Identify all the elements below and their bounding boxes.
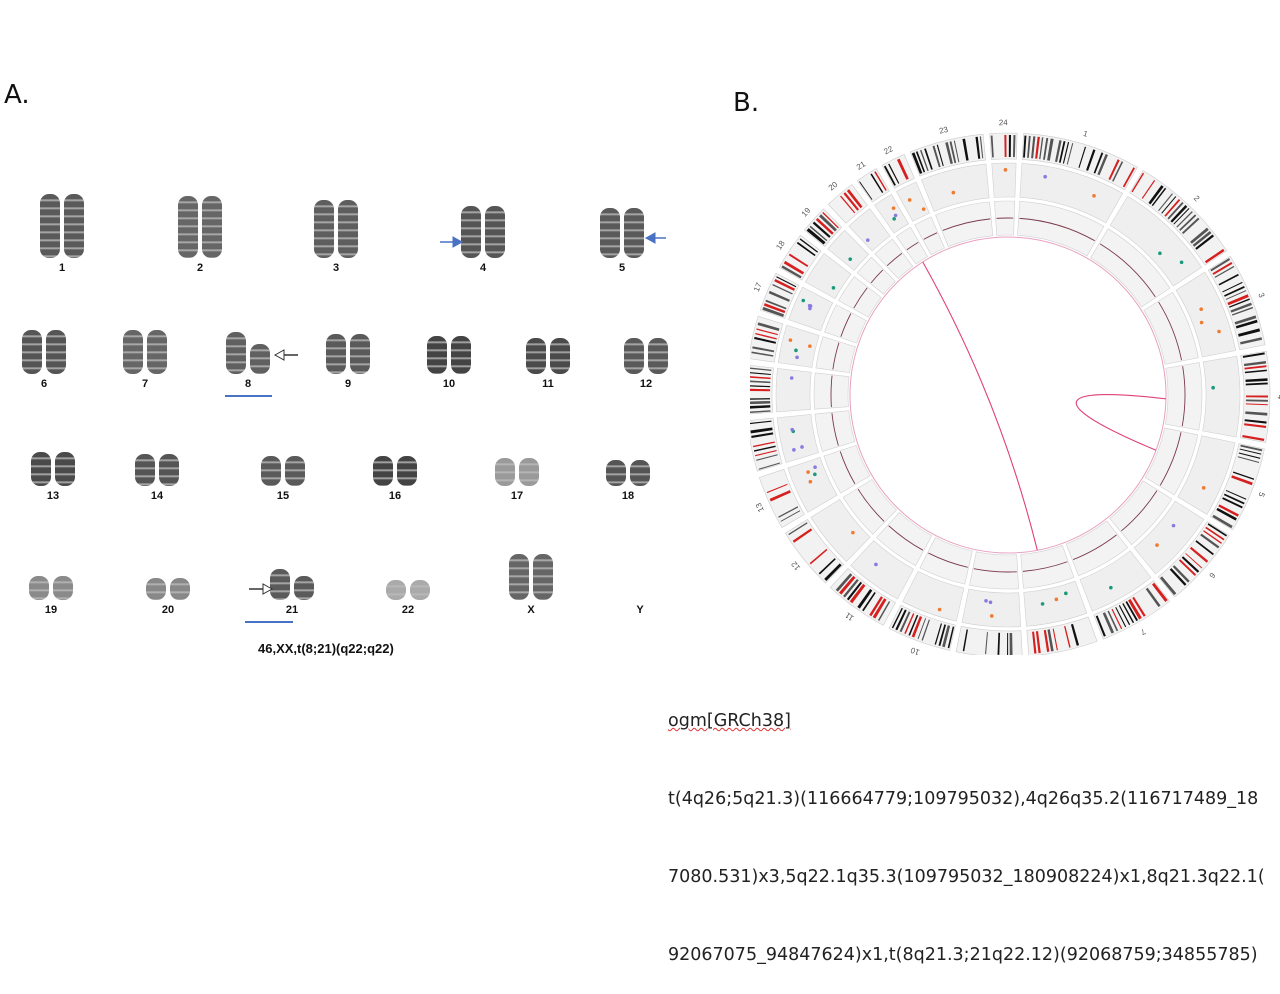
sv-dot <box>866 238 870 242</box>
sv-dot <box>908 198 912 202</box>
sv-dot <box>790 376 794 380</box>
track-dots-chr-4 <box>1203 356 1240 437</box>
sv-dot <box>892 217 896 221</box>
sv-dot <box>1064 592 1068 596</box>
band <box>1007 633 1008 655</box>
sv-dot <box>795 356 799 360</box>
sv-dot <box>990 614 994 618</box>
circos-label-23: 23 <box>938 125 949 136</box>
sv-dot <box>790 428 794 432</box>
track-dots-chr-16 <box>778 325 819 367</box>
track-cn-chr-9 <box>970 552 1019 589</box>
sv-dot <box>808 307 812 311</box>
circos-label-12: 12 <box>789 559 802 572</box>
ogm-line-1: ogm[GRCh38] <box>668 711 791 731</box>
sv-dot <box>848 257 852 261</box>
sv-dot <box>1217 330 1221 334</box>
sv-dot <box>1092 194 1096 198</box>
sv-dot <box>1004 168 1008 172</box>
sv-dot <box>1109 586 1113 590</box>
track-dots-chr-9 <box>962 589 1021 627</box>
band <box>1004 135 1006 157</box>
sv-dot <box>1199 307 1203 311</box>
sv-dot <box>851 531 855 535</box>
sv-dot <box>813 465 817 469</box>
sv-dot <box>1041 602 1045 606</box>
ogm-notation: ogm[GRCh38] t(4q26;5q21.3)(116664779;109… <box>668 656 1268 994</box>
arrow-chr4 <box>440 237 462 247</box>
sv-dot <box>984 599 988 603</box>
sv-dot <box>792 448 796 452</box>
circos-label-5: 5 <box>1256 491 1266 499</box>
arrow-chr5 <box>646 233 666 243</box>
circos-label-7: 7 <box>1138 627 1147 637</box>
sv-dot <box>1180 261 1184 265</box>
sv-dot <box>1202 486 1206 490</box>
sv-dot <box>801 299 805 303</box>
sv-dot <box>1043 175 1047 179</box>
circos-label-22: 22 <box>882 144 894 156</box>
karyotype-caption: 46,XX,t(8;21)(q22;q22) <box>258 641 394 656</box>
circos-label-17: 17 <box>752 281 764 293</box>
circos-label-21: 21 <box>855 159 868 172</box>
track-dots-chr-15 <box>776 368 811 412</box>
sv-dot <box>832 286 836 290</box>
circos-label-2: 2 <box>1192 194 1202 204</box>
sv-dot <box>1172 524 1176 528</box>
band <box>1009 135 1011 157</box>
circos-label-24: 24 <box>999 118 1009 127</box>
sv-dot <box>1211 386 1215 390</box>
sv-dot <box>1055 598 1059 602</box>
sv-dot <box>800 445 804 449</box>
band <box>1010 633 1013 655</box>
ogm-line-2: t(4q26;5q21.3)(116664779;109795032),4q26… <box>668 786 1268 812</box>
circos-label-18: 18 <box>774 239 787 252</box>
track-dots-chr-14 <box>777 414 818 462</box>
band <box>1246 396 1268 398</box>
sv-dot <box>806 470 810 474</box>
arrow-chr21 <box>249 584 272 594</box>
sv-dot <box>938 608 942 612</box>
sv-dot <box>922 207 926 211</box>
sv-dot <box>989 600 993 604</box>
circos-label-1: 1 <box>1082 129 1089 139</box>
arrow-chr8 <box>275 350 298 360</box>
sv-dot <box>1155 543 1159 547</box>
sv-dot <box>789 338 793 342</box>
sv-dot <box>808 344 812 348</box>
sv-dot <box>894 214 898 218</box>
underline-chr8 <box>225 395 272 397</box>
circos-plot: 123456789101112131415161718192021222324 <box>750 105 1280 655</box>
sv-dot <box>1200 321 1204 325</box>
ogm-line-4: 92067075_94847624)x1,t(8q21.3;21q22.12)(… <box>668 942 1268 968</box>
track-dots-chr-24 <box>992 163 1016 197</box>
underline-chr21 <box>245 621 293 623</box>
circos-label-20: 20 <box>827 179 840 192</box>
circos-label-3: 3 <box>1256 291 1266 299</box>
ogm-line-3: 7080.531)x3,5q22.1q35.3(109795032_180908… <box>668 864 1268 890</box>
circos-label-4: 4 <box>1276 395 1280 400</box>
track-dots-chr-8 <box>1024 581 1087 626</box>
circos-label-6: 6 <box>1207 571 1217 581</box>
sv-dot <box>1158 252 1162 256</box>
circos-label-11: 11 <box>843 610 855 622</box>
circos-label-10: 10 <box>909 645 921 655</box>
circos-label-19: 19 <box>800 206 813 219</box>
sv-dot <box>809 480 813 484</box>
sv-dot <box>794 349 798 353</box>
sv-dot <box>874 563 878 567</box>
sv-dot <box>892 206 896 210</box>
sv-dot <box>813 473 817 477</box>
sv-dot <box>952 191 956 195</box>
circos-label-13: 13 <box>754 501 766 513</box>
